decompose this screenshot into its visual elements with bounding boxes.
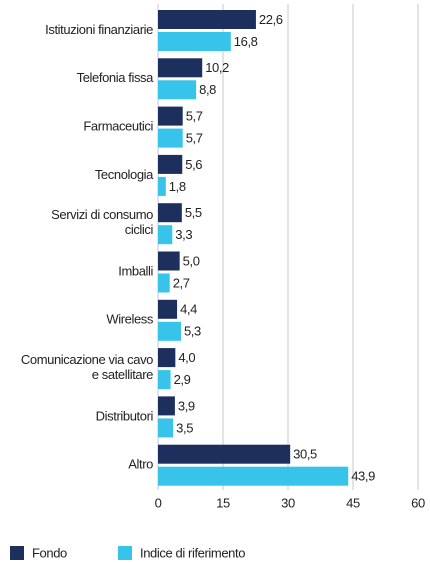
value-label: 5,5 [185, 205, 202, 220]
value-label: 43,9 [351, 469, 375, 484]
x-tick-label: 30 [281, 495, 295, 510]
bar [158, 444, 291, 464]
legend-label: Fondo [32, 545, 67, 560]
value-label: 22,6 [259, 12, 283, 27]
value-label: 1,8 [169, 179, 186, 194]
x-tick-label: 60 [411, 495, 425, 510]
value-label: 10,2 [205, 60, 229, 75]
category-label: Altro [128, 457, 153, 472]
value-label: 2,9 [174, 372, 191, 387]
bar [158, 176, 166, 196]
legend-label: Indice di riferimento [140, 545, 245, 560]
value-label: 5,0 [183, 253, 200, 268]
value-label: 3,9 [178, 398, 195, 413]
bar [158, 370, 171, 390]
value-label: 4,4 [180, 302, 197, 317]
bar [158, 466, 349, 486]
bar [158, 58, 203, 78]
bar [158, 348, 176, 368]
value-label: 3,5 [176, 420, 193, 435]
value-label: 16,8 [234, 34, 258, 49]
bar [158, 251, 180, 271]
value-label: 3,3 [175, 227, 192, 242]
category-label: Istituzioni finanziarie [45, 22, 153, 37]
bar [158, 225, 173, 245]
bar [158, 10, 256, 29]
bar [158, 128, 183, 148]
value-label: 4,0 [178, 350, 195, 365]
bar [158, 418, 174, 438]
bar [158, 396, 175, 416]
bar [158, 32, 231, 51]
bar [158, 203, 182, 223]
bar [158, 80, 197, 100]
value-label: 5,6 [185, 157, 202, 172]
category-label: Telefonia fissa [77, 70, 155, 85]
value-label: 5,3 [184, 324, 201, 339]
category-label: Comunicazione via cavo e satellitare [21, 353, 153, 383]
category-label: Imballi [118, 263, 153, 278]
legend-swatch [118, 546, 132, 560]
category-label: Distributori [96, 408, 154, 423]
category-label: Farmaceutici [83, 119, 153, 134]
bar [158, 154, 183, 174]
bar [158, 106, 183, 126]
bar [158, 321, 181, 341]
category-label: Tecnologia [95, 167, 154, 182]
x-tick-label: 15 [216, 495, 230, 510]
value-label: 30,5 [293, 447, 317, 462]
legend-swatch [10, 546, 24, 560]
category-label: Servizi di consumo ciclici [51, 208, 153, 238]
value-label: 5,7 [186, 109, 203, 124]
category-label: Wireless [106, 312, 154, 327]
x-tick-label: 0 [155, 495, 162, 510]
x-tick-label: 45 [346, 495, 360, 510]
value-label: 2,7 [173, 275, 190, 290]
value-label: 5,7 [186, 131, 203, 146]
value-label: 8,8 [199, 82, 216, 97]
bar [158, 273, 170, 293]
bar [158, 299, 178, 319]
